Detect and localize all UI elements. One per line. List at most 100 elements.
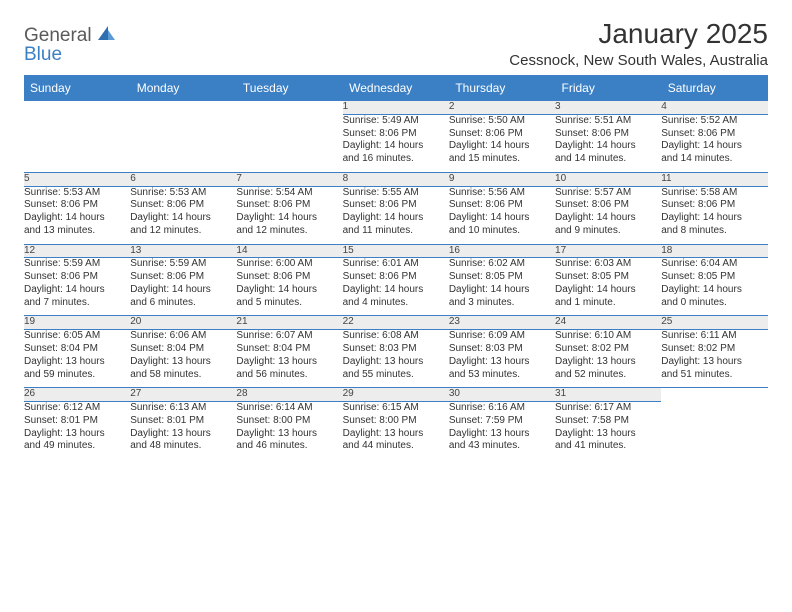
day-number-cell: 15 [343, 244, 449, 258]
day-info-cell: Sunrise: 5:53 AMSunset: 8:06 PMDaylight:… [130, 186, 236, 244]
sunrise-text: Sunrise: 5:56 AM [449, 187, 555, 200]
day-number-cell: 12 [24, 244, 130, 258]
sunrise-text: Sunrise: 5:57 AM [555, 187, 661, 200]
day-info-cell: Sunrise: 6:09 AMSunset: 8:03 PMDaylight:… [449, 330, 555, 388]
daylight-text: Daylight: 14 hours [555, 140, 661, 153]
day-number-cell: 27 [130, 388, 236, 402]
daylight-text: and 8 minutes. [661, 225, 767, 238]
sunset-text: Sunset: 8:06 PM [130, 271, 236, 284]
day-info-cell: Sunrise: 5:59 AMSunset: 8:06 PMDaylight:… [130, 258, 236, 316]
day-info-row: Sunrise: 5:53 AMSunset: 8:06 PMDaylight:… [24, 186, 768, 244]
weekday-header: Sunday [24, 76, 130, 101]
daylight-text: Daylight: 14 hours [449, 212, 555, 225]
daylight-text: and 14 minutes. [555, 153, 661, 166]
day-number-cell [236, 101, 342, 115]
sunrise-text: Sunrise: 6:10 AM [555, 330, 661, 343]
daylight-text: Daylight: 14 hours [130, 212, 236, 225]
day-info-cell: Sunrise: 6:03 AMSunset: 8:05 PMDaylight:… [555, 258, 661, 316]
sunset-text: Sunset: 8:06 PM [449, 128, 555, 141]
logo: General [24, 18, 118, 47]
day-number: 30 [449, 388, 460, 399]
sunset-text: Sunset: 8:04 PM [24, 343, 130, 356]
sunset-text: Sunset: 8:06 PM [236, 199, 342, 212]
day-info-cell: Sunrise: 6:12 AMSunset: 8:01 PMDaylight:… [24, 401, 130, 459]
sunset-text: Sunset: 8:03 PM [449, 343, 555, 356]
day-number-cell: 19 [24, 316, 130, 330]
daylight-text: and 52 minutes. [555, 369, 661, 382]
sunrise-text: Sunrise: 5:59 AM [130, 258, 236, 271]
day-number: 1 [343, 101, 349, 112]
daylight-text: Daylight: 14 hours [236, 284, 342, 297]
daylight-text: Daylight: 13 hours [449, 356, 555, 369]
day-number-cell: 23 [449, 316, 555, 330]
day-info-cell: Sunrise: 6:10 AMSunset: 8:02 PMDaylight:… [555, 330, 661, 388]
day-info-row: Sunrise: 5:49 AMSunset: 8:06 PMDaylight:… [24, 114, 768, 172]
daylight-text: Daylight: 14 hours [555, 212, 661, 225]
daylight-text: Daylight: 13 hours [130, 428, 236, 441]
day-number-cell: 13 [130, 244, 236, 258]
sunrise-text: Sunrise: 5:52 AM [661, 115, 767, 128]
weekday-header: Saturday [661, 76, 767, 101]
daylight-text: Daylight: 14 hours [449, 284, 555, 297]
day-number: 15 [343, 245, 354, 256]
day-number: 6 [130, 173, 136, 184]
daylight-text: Daylight: 13 hours [555, 428, 661, 441]
day-info-cell: Sunrise: 5:57 AMSunset: 8:06 PMDaylight:… [555, 186, 661, 244]
daylight-text: Daylight: 14 hours [661, 212, 767, 225]
day-number: 5 [24, 173, 30, 184]
sunset-text: Sunset: 8:06 PM [555, 128, 661, 141]
sunset-text: Sunset: 8:06 PM [24, 271, 130, 284]
location: Cessnock, New South Wales, Australia [509, 52, 768, 69]
daylight-text: and 0 minutes. [661, 297, 767, 310]
day-number-cell: 26 [24, 388, 130, 402]
day-number-cell: 22 [343, 316, 449, 330]
day-info-cell [130, 114, 236, 172]
day-number-row: 567891011 [24, 172, 768, 186]
weekday-header: Friday [555, 76, 661, 101]
sunrise-text: Sunrise: 5:54 AM [236, 187, 342, 200]
daylight-text: and 51 minutes. [661, 369, 767, 382]
day-number: 14 [236, 245, 247, 256]
day-number: 25 [661, 316, 672, 327]
day-number-cell: 2 [449, 101, 555, 115]
daylight-text: Daylight: 14 hours [343, 212, 449, 225]
day-number-cell: 3 [555, 101, 661, 115]
day-number: 28 [236, 388, 247, 399]
day-info-cell: Sunrise: 6:04 AMSunset: 8:05 PMDaylight:… [661, 258, 767, 316]
day-number-cell [24, 101, 130, 115]
daylight-text: and 6 minutes. [130, 297, 236, 310]
day-number-cell: 18 [661, 244, 767, 258]
day-number: 22 [343, 316, 354, 327]
day-info-cell: Sunrise: 5:55 AMSunset: 8:06 PMDaylight:… [343, 186, 449, 244]
sunrise-text: Sunrise: 6:01 AM [343, 258, 449, 271]
sunset-text: Sunset: 8:06 PM [661, 128, 767, 141]
sunrise-text: Sunrise: 6:14 AM [236, 402, 342, 415]
day-info-cell: Sunrise: 6:05 AMSunset: 8:04 PMDaylight:… [24, 330, 130, 388]
sunset-text: Sunset: 7:59 PM [449, 415, 555, 428]
day-number-cell: 28 [236, 388, 342, 402]
day-number: 4 [661, 101, 667, 112]
day-number: 9 [449, 173, 455, 184]
logo-text-blue: Blue [24, 44, 62, 65]
daylight-text: Daylight: 13 hours [236, 428, 342, 441]
day-number-cell: 24 [555, 316, 661, 330]
sunrise-text: Sunrise: 6:06 AM [130, 330, 236, 343]
sunset-text: Sunset: 8:06 PM [661, 199, 767, 212]
daylight-text: and 46 minutes. [236, 440, 342, 453]
day-number-cell: 14 [236, 244, 342, 258]
day-number-row: 1 234 [24, 101, 768, 115]
day-number-cell: 8 [343, 172, 449, 186]
day-info-cell: Sunrise: 6:02 AMSunset: 8:05 PMDaylight:… [449, 258, 555, 316]
day-info-cell: Sunrise: 6:00 AMSunset: 8:06 PMDaylight:… [236, 258, 342, 316]
daylight-text: Daylight: 14 hours [130, 284, 236, 297]
daylight-text: Daylight: 14 hours [236, 212, 342, 225]
daylight-text: and 55 minutes. [343, 369, 449, 382]
sunrise-text: Sunrise: 5:49 AM [343, 115, 449, 128]
sunrise-text: Sunrise: 5:58 AM [661, 187, 767, 200]
daylight-text: and 4 minutes. [343, 297, 449, 310]
day-info-cell: Sunrise: 6:15 AMSunset: 8:00 PMDaylight:… [343, 401, 449, 459]
day-number: 13 [130, 245, 141, 256]
day-number: 27 [130, 388, 141, 399]
day-info-cell: Sunrise: 5:51 AMSunset: 8:06 PMDaylight:… [555, 114, 661, 172]
day-number: 12 [24, 245, 35, 256]
